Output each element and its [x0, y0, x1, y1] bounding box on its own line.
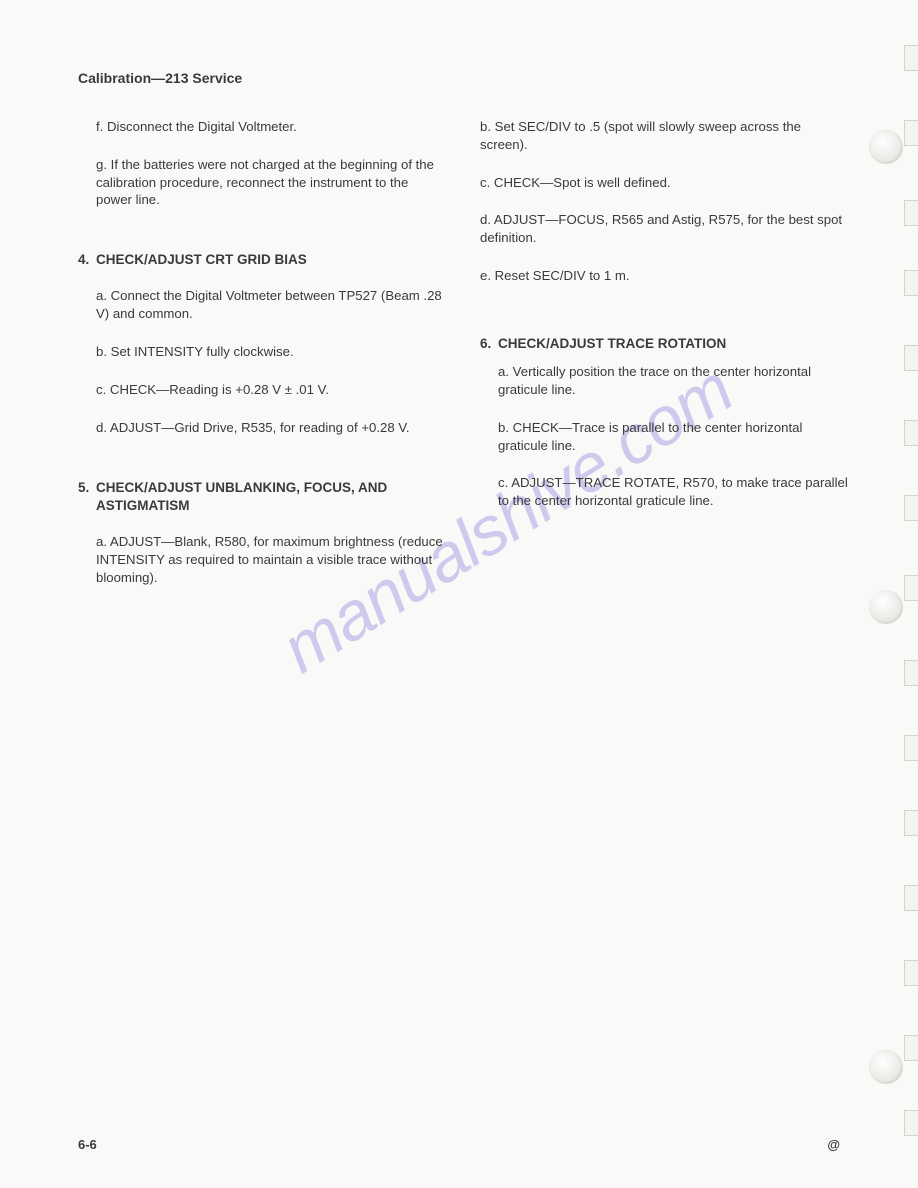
- punch-hole: [869, 1050, 903, 1084]
- step-f: f. Disconnect the Digital Voltmeter.: [78, 118, 446, 136]
- comb-slot: [904, 45, 918, 71]
- step-5c: c. CHECK—Spot is well defined.: [480, 174, 848, 192]
- comb-slot: [904, 120, 918, 146]
- footer-mark: @: [827, 1137, 840, 1152]
- page-content: Calibration—213 Service f. Disconnect th…: [78, 70, 848, 606]
- step-g: g. If the batteries were not charged at …: [78, 156, 446, 209]
- section-number: 5.: [78, 479, 96, 515]
- step-4c: c. CHECK—Reading is +0.28 V ± .01 V.: [78, 381, 446, 399]
- step-5b: b. Set SEC/DIV to .5 (spot will slowly s…: [480, 118, 848, 154]
- section-title: CHECK/ADJUST UNBLANKING, FOCUS, AND ASTI…: [96, 479, 446, 515]
- section-number: 4.: [78, 251, 96, 269]
- comb-slot: [904, 1110, 918, 1136]
- section-title: CHECK/ADJUST CRT GRID BIAS: [96, 251, 446, 269]
- step-4b: b. Set INTENSITY fully clockwise.: [78, 343, 446, 361]
- section-5-heading: 5. CHECK/ADJUST UNBLANKING, FOCUS, AND A…: [78, 479, 446, 515]
- punch-hole: [869, 130, 903, 164]
- section-number: 6.: [480, 335, 498, 353]
- section-6-heading: 6. CHECK/ADJUST TRACE ROTATION: [480, 335, 848, 353]
- page-number: 6-6: [78, 1137, 97, 1152]
- left-column: f. Disconnect the Digital Voltmeter. g. …: [78, 118, 446, 606]
- comb-slot: [904, 270, 918, 296]
- step-5a: a. ADJUST—Blank, R580, for maximum brigh…: [78, 533, 446, 586]
- comb-slot: [904, 495, 918, 521]
- section-4-heading: 4. CHECK/ADJUST CRT GRID BIAS: [78, 251, 446, 269]
- page-footer: 6-6 @: [78, 1137, 840, 1152]
- step-6a: a. Vertically position the trace on the …: [480, 363, 848, 399]
- step-5e: e. Reset SEC/DIV to 1 m.: [480, 267, 848, 285]
- comb-slot: [904, 575, 918, 601]
- comb-slot: [904, 960, 918, 986]
- comb-slot: [904, 200, 918, 226]
- comb-slot: [904, 1035, 918, 1061]
- step-6c: c. ADJUST—TRACE ROTATE, R570, to make tr…: [480, 474, 848, 510]
- right-column: b. Set SEC/DIV to .5 (spot will slowly s…: [480, 118, 848, 606]
- two-column-layout: f. Disconnect the Digital Voltmeter. g. …: [78, 118, 848, 606]
- step-4d: d. ADJUST—Grid Drive, R535, for reading …: [78, 419, 446, 437]
- comb-slot: [904, 420, 918, 446]
- comb-slot: [904, 885, 918, 911]
- step-6b: b. CHECK—Trace is parallel to the center…: [480, 419, 848, 455]
- punch-hole: [869, 590, 903, 624]
- comb-slot: [904, 660, 918, 686]
- page-header: Calibration—213 Service: [78, 70, 848, 86]
- comb-slot: [904, 810, 918, 836]
- comb-slot: [904, 735, 918, 761]
- step-4a: a. Connect the Digital Voltmeter between…: [78, 287, 446, 323]
- section-title: CHECK/ADJUST TRACE ROTATION: [498, 335, 848, 353]
- comb-slot: [904, 345, 918, 371]
- step-5d: d. ADJUST—FOCUS, R565 and Astig, R575, f…: [480, 211, 848, 247]
